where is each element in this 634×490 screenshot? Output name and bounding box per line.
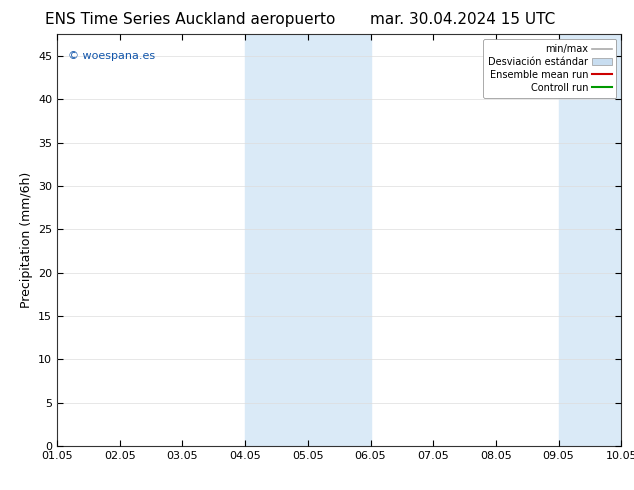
Text: mar. 30.04.2024 15 UTC: mar. 30.04.2024 15 UTC [370,12,555,27]
Text: © woespana.es: © woespana.es [68,51,155,61]
Y-axis label: Precipitation (mm/6h): Precipitation (mm/6h) [20,172,32,308]
Legend: min/max, Desviación estándar, Ensemble mean run, Controll run: min/max, Desviación estándar, Ensemble m… [483,39,616,98]
Text: ENS Time Series Auckland aeropuerto: ENS Time Series Auckland aeropuerto [45,12,335,27]
Bar [559,34,621,446]
Bar [245,34,370,446]
